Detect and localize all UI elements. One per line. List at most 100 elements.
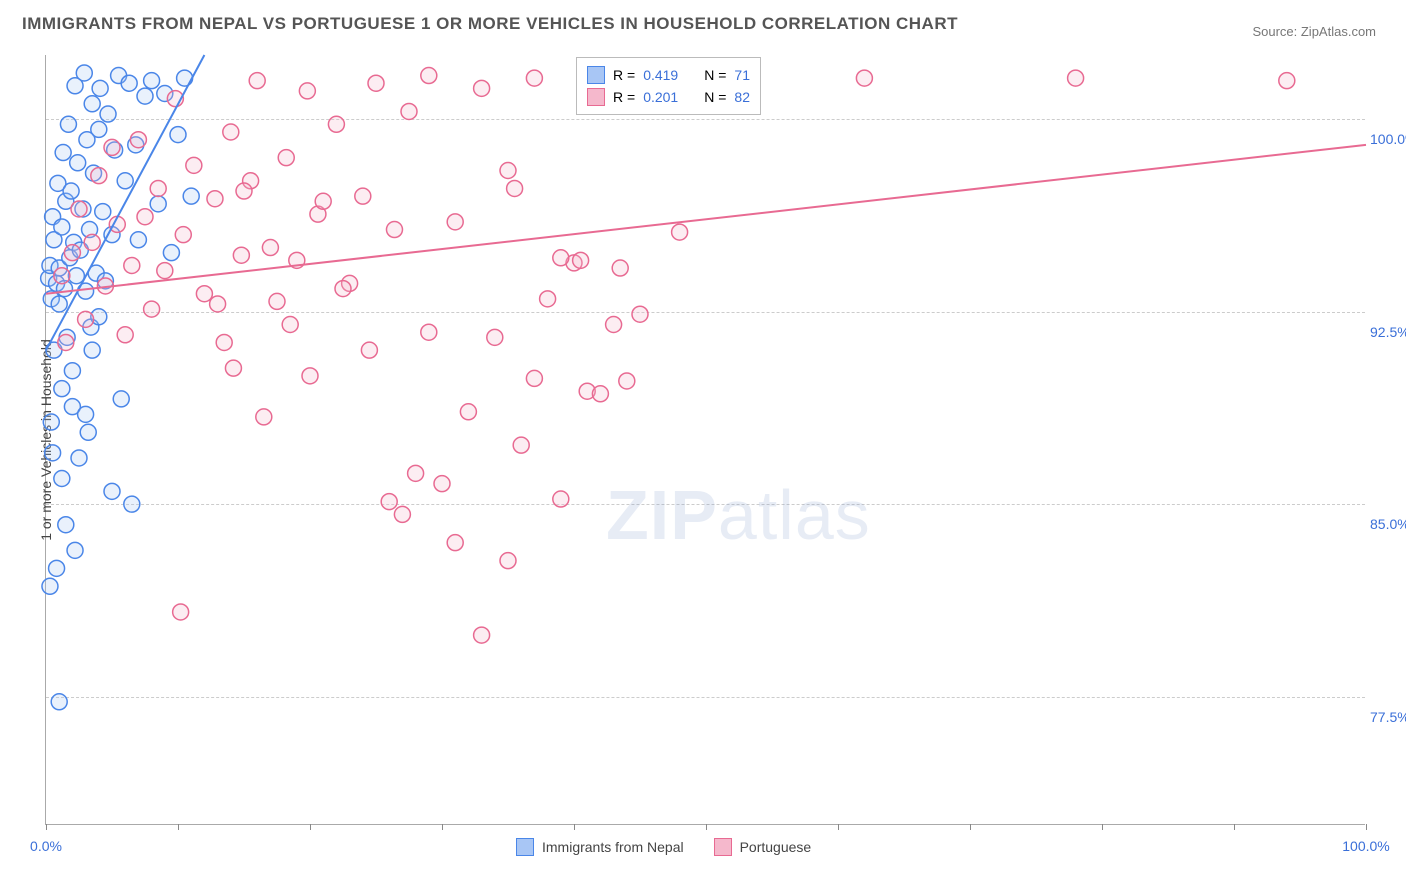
data-point — [71, 201, 87, 217]
data-point — [474, 627, 490, 643]
data-point — [170, 127, 186, 143]
data-point — [394, 506, 410, 522]
data-point — [606, 317, 622, 333]
data-point — [92, 80, 108, 96]
x-tick — [46, 824, 47, 830]
data-point — [233, 247, 249, 263]
data-point — [91, 121, 107, 137]
data-point — [78, 406, 94, 422]
data-point — [84, 96, 100, 112]
data-point — [45, 445, 61, 461]
swatch-portuguese — [587, 88, 605, 106]
data-point — [76, 65, 92, 81]
r-value-portuguese: 0.201 — [643, 89, 678, 105]
source-label: Source: ZipAtlas.com — [1252, 24, 1376, 39]
data-point — [67, 542, 83, 558]
data-point — [553, 250, 569, 266]
legend-correlation: R = 0.419 N = 71 R = 0.201 N = 82 — [576, 57, 761, 115]
r-label: R = — [613, 89, 635, 105]
x-tick — [442, 824, 443, 830]
x-tick-label: 100.0% — [1342, 838, 1389, 854]
legend-item-portuguese: Portuguese — [714, 838, 812, 856]
swatch-portuguese — [714, 838, 732, 856]
data-point — [177, 70, 193, 86]
data-point — [282, 317, 298, 333]
data-point — [315, 193, 331, 209]
n-label: N = — [704, 89, 726, 105]
data-point — [150, 180, 166, 196]
data-point — [421, 68, 437, 84]
data-point — [447, 535, 463, 551]
data-point — [856, 70, 872, 86]
r-label: R = — [613, 67, 635, 83]
data-point — [302, 368, 318, 384]
data-point — [80, 424, 96, 440]
data-point — [361, 342, 377, 358]
y-tick-label: 77.5% — [1370, 709, 1406, 725]
data-point — [130, 132, 146, 148]
legend-label-portuguese: Portuguese — [740, 839, 812, 855]
data-point — [500, 163, 516, 179]
data-point — [355, 188, 371, 204]
data-point — [540, 291, 556, 307]
n-label: N = — [704, 67, 726, 83]
data-point — [42, 578, 58, 594]
y-tick-label: 92.5% — [1370, 324, 1406, 340]
data-point — [262, 240, 278, 256]
data-point — [150, 196, 166, 212]
data-point — [210, 296, 226, 312]
data-point — [507, 180, 523, 196]
data-point — [447, 214, 463, 230]
swatch-nepal — [587, 66, 605, 84]
data-point — [54, 381, 70, 397]
data-point — [386, 222, 402, 238]
data-point — [51, 694, 67, 710]
y-tick-label: 100.0% — [1370, 131, 1406, 147]
data-point — [137, 209, 153, 225]
x-tick — [970, 824, 971, 830]
legend-row-portuguese: R = 0.201 N = 82 — [587, 86, 750, 108]
data-point — [163, 245, 179, 261]
data-point — [63, 183, 79, 199]
data-point — [60, 116, 76, 132]
data-point — [157, 263, 173, 279]
data-point — [249, 73, 265, 89]
data-point — [117, 327, 133, 343]
data-point — [104, 483, 120, 499]
data-point — [78, 311, 94, 327]
chart-title: IMMIGRANTS FROM NEPAL VS PORTUGUESE 1 OR… — [22, 14, 958, 34]
data-point — [58, 334, 74, 350]
data-point — [91, 168, 107, 184]
data-point — [526, 70, 542, 86]
data-point — [207, 191, 223, 207]
data-point — [592, 386, 608, 402]
data-point — [381, 494, 397, 510]
data-point — [223, 124, 239, 140]
data-point — [299, 83, 315, 99]
data-point — [175, 227, 191, 243]
data-point — [54, 268, 70, 284]
swatch-nepal — [516, 838, 534, 856]
data-point — [236, 183, 252, 199]
data-point — [328, 116, 344, 132]
data-point — [144, 73, 160, 89]
data-point — [54, 219, 70, 235]
data-point — [553, 491, 569, 507]
legend-series: Immigrants from Nepal Portuguese — [516, 838, 811, 856]
data-point — [117, 173, 133, 189]
data-point — [183, 188, 199, 204]
data-point — [144, 301, 160, 317]
x-tick — [1102, 824, 1103, 830]
legend-item-nepal: Immigrants from Nepal — [516, 838, 684, 856]
data-point — [278, 150, 294, 166]
data-point — [368, 75, 384, 91]
data-point — [64, 363, 80, 379]
data-point — [421, 324, 437, 340]
data-point — [513, 437, 529, 453]
data-point — [121, 75, 137, 91]
data-point — [58, 517, 74, 533]
data-point — [401, 103, 417, 119]
data-point — [1068, 70, 1084, 86]
data-point — [55, 145, 71, 161]
data-point — [84, 234, 100, 250]
